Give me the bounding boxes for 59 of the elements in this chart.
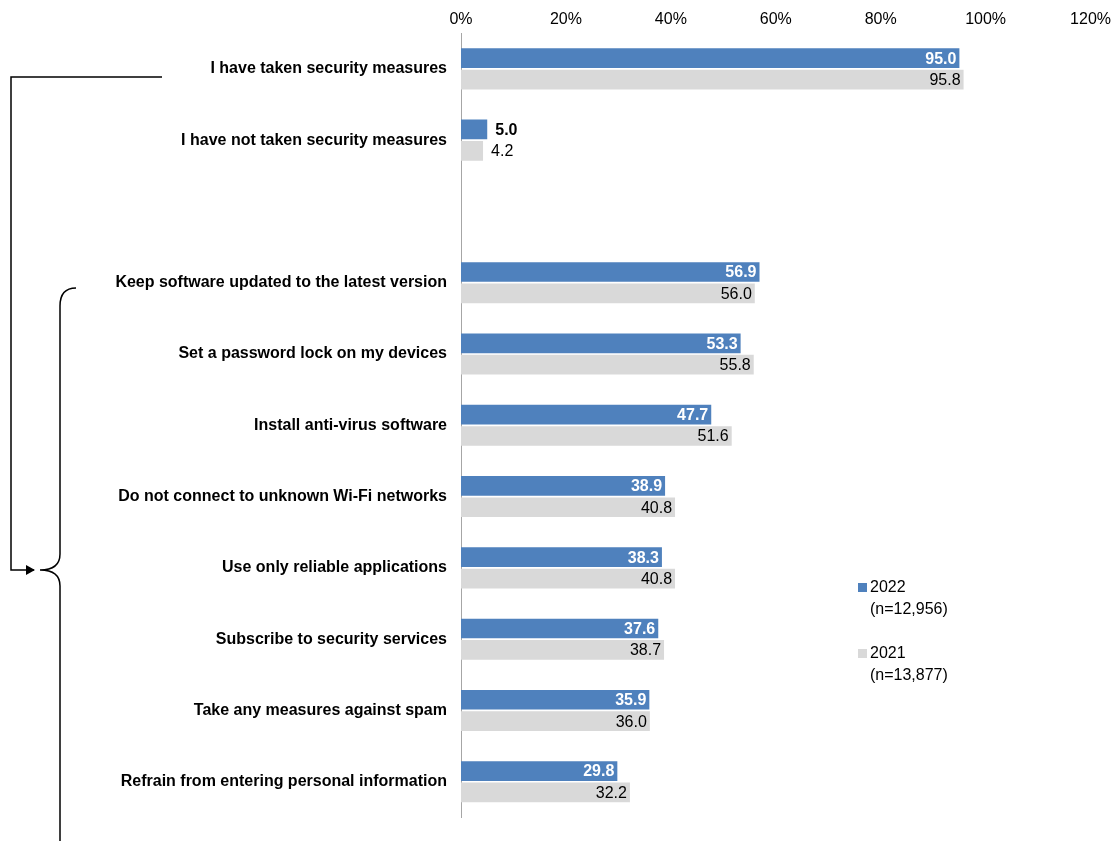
y-tick-label: Keep software updated to the latest version [115,273,447,291]
bar [461,782,630,803]
bar [461,640,665,660]
bar [461,547,662,568]
bar [461,283,755,304]
y-tick-label: Set a password lock on my devices [178,344,448,362]
legend-label: 2022 (n=12,956) [870,577,949,619]
y-tick-label: I have not taken security measures [181,130,448,148]
x-tick-label: 0% [449,10,473,28]
data-label: 40.8 [640,498,673,516]
bar [461,119,488,140]
bar [461,404,712,425]
data-label: 56.0 [720,284,752,302]
data-label: 55.8 [719,356,751,374]
y-tick-label: Do not connect to unknown Wi-Fi networks [118,487,448,504]
x-tick-label: 120% [1070,10,1111,28]
data-label: 5.0 [495,120,518,138]
x-tick-label: 20% [549,10,582,28]
bar [461,262,760,282]
bar [461,426,732,446]
data-label: 32.2 [595,783,628,801]
y-tick-label: I have taken security measures [210,59,448,77]
data-label: 4.2 [491,142,514,160]
legend-label: 2021 (n=13,877) [870,643,949,685]
y-tick-label: Use only reliable applications [222,558,448,576]
y-tick-label: Install anti-virus software [254,415,448,433]
data-label: 51.6 [697,427,729,445]
bar [461,476,666,496]
data-label: 47.7 [677,406,709,424]
x-tick-label: 100% [965,10,1007,28]
x-tick-label: 40% [654,10,687,28]
data-label: 95.8 [929,70,961,88]
data-label: 38.9 [630,477,663,495]
bar [461,568,676,589]
data-label: 56.9 [725,263,757,281]
bar [461,761,618,781]
data-label: 37.6 [624,619,656,637]
data-label: 35.9 [615,691,647,709]
bar [461,354,754,375]
bar [461,333,741,354]
bar [461,140,484,161]
data-label: 36.0 [615,712,647,730]
bar [461,689,650,710]
data-label: 29.8 [583,762,615,780]
bar [461,618,659,639]
data-label: 38.3 [627,548,660,566]
y-tick-label: Refrain from entering personal information [120,772,447,790]
y-tick-label: Subscribe to security services [215,629,448,647]
data-label: 38.7 [629,641,662,659]
x-tick-label: 80% [864,10,897,28]
bar [461,69,964,90]
bar [461,497,676,518]
y-tick-label: Take any measures against spam [193,700,447,718]
bar [461,711,650,731]
bar [461,48,960,68]
x-tick-label: 60% [759,10,792,28]
data-label: 40.8 [640,569,673,587]
data-label: 53.3 [706,334,738,352]
data-label: 95.0 [925,49,957,67]
